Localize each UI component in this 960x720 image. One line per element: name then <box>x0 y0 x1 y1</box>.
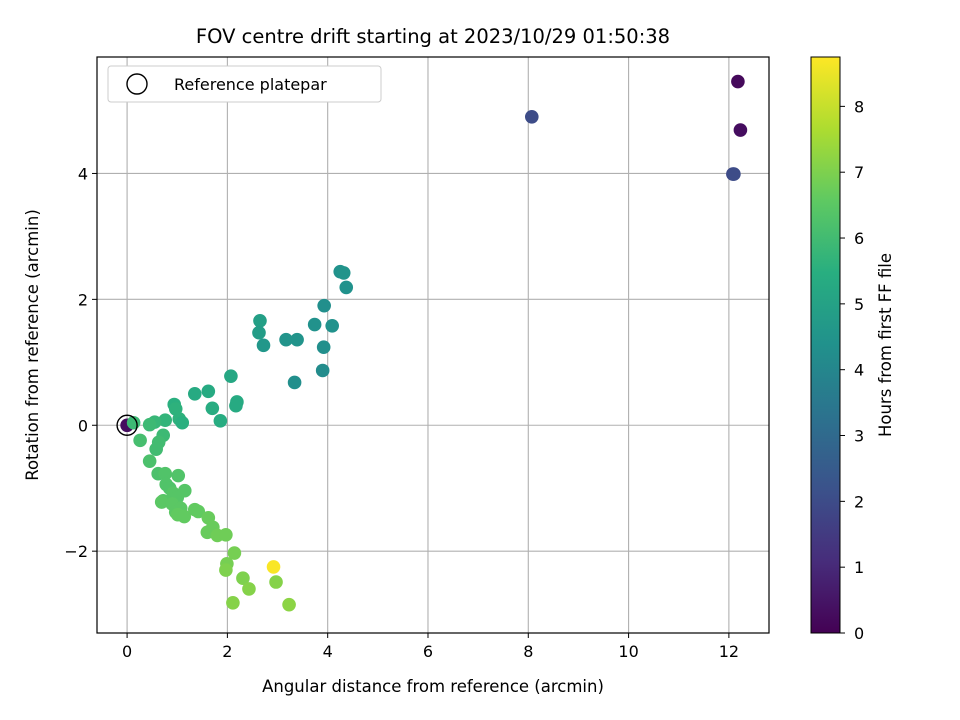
x-tick-label: 6 <box>423 642 433 661</box>
y-tick-label: 0 <box>78 416 88 435</box>
data-point <box>201 384 216 399</box>
data-point <box>252 325 266 340</box>
data-point <box>154 495 169 509</box>
data-point <box>315 363 330 378</box>
colorbar-tick-label: 3 <box>854 427 864 446</box>
data-point <box>727 167 741 181</box>
legend: Reference platepar <box>107 65 382 103</box>
data-point <box>177 483 192 498</box>
colorbar-tick-label: 0 <box>854 624 864 643</box>
data-point <box>213 414 228 428</box>
data-point <box>336 266 351 280</box>
data-point <box>733 123 748 137</box>
y-tick-label: 2 <box>78 290 88 309</box>
legend-label-reference: Reference platepar <box>174 75 327 94</box>
y-tick-label: 4 <box>78 164 88 183</box>
chart-title: FOV centre drift starting at 2023/10/29 … <box>196 25 670 48</box>
data-point <box>229 398 243 413</box>
colorbar-tick-label: 8 <box>854 97 864 116</box>
data-point <box>253 313 267 328</box>
colorbar-tick-label: 5 <box>854 295 864 314</box>
colorbar-tick-label: 6 <box>854 229 864 248</box>
colorbar-tick-label: 7 <box>854 163 864 182</box>
data-point <box>227 546 242 560</box>
data-point <box>307 317 322 332</box>
data-point <box>325 319 340 333</box>
data-point <box>142 454 157 468</box>
colorbar-tick-label: 4 <box>854 361 864 380</box>
data-point <box>256 338 271 353</box>
x-tick-label: 0 <box>122 642 132 661</box>
scatter-points <box>116 74 748 612</box>
x-axis-label: Angular distance from reference (arcmin) <box>262 677 604 696</box>
data-point <box>226 595 240 610</box>
plot-frame <box>96 56 770 634</box>
data-point <box>279 332 293 347</box>
data-point <box>187 386 202 401</box>
legend-marker-reference <box>126 73 148 95</box>
y-axis-ticks: −2 0 2 4 <box>64 164 97 561</box>
data-point <box>191 504 206 519</box>
x-tick-label: 2 <box>222 642 232 661</box>
data-point <box>282 597 296 612</box>
data-point <box>177 509 192 524</box>
y-axis-label: Rotation from reference (arcmin) <box>23 209 42 481</box>
colorbar-tick-label: 1 <box>854 558 864 577</box>
data-point <box>224 369 238 383</box>
data-point <box>219 563 233 577</box>
x-tick-label: 4 <box>323 642 333 661</box>
data-point <box>316 340 331 355</box>
data-point <box>149 442 163 456</box>
data-point <box>524 110 539 124</box>
data-point <box>205 401 220 416</box>
data-point <box>158 413 173 428</box>
data-point <box>236 571 250 586</box>
data-point <box>142 417 157 432</box>
colorbar: 0 1 2 3 4 5 6 7 8 Hours from first FF file <box>810 56 895 643</box>
data-point <box>158 466 173 481</box>
x-tick-label: 10 <box>618 642 638 661</box>
data-point <box>731 74 745 89</box>
data-point <box>290 332 304 347</box>
data-point <box>287 375 302 390</box>
x-axis-ticks: 0 2 4 6 8 10 12 <box>122 633 739 661</box>
x-tick-label: 12 <box>719 642 739 661</box>
grid <box>97 57 769 633</box>
data-point <box>269 575 283 589</box>
x-tick-label: 8 <box>523 642 533 661</box>
data-point <box>317 298 331 313</box>
colorbar-label: Hours from first FF file <box>876 253 895 437</box>
colorbar-gradient <box>810 56 841 634</box>
y-tick-label: −2 <box>64 542 88 561</box>
data-point <box>242 582 256 596</box>
colorbar-ticks: 0 1 2 3 4 5 6 7 8 <box>840 97 864 643</box>
data-point <box>171 468 186 483</box>
data-point <box>266 560 281 574</box>
data-point <box>339 280 354 295</box>
colorbar-tick-label: 2 <box>854 492 864 511</box>
legend-box <box>107 65 382 103</box>
data-point <box>219 527 233 542</box>
data-point <box>133 433 147 448</box>
reference-platepar-marker <box>116 414 138 436</box>
data-point <box>175 415 190 430</box>
